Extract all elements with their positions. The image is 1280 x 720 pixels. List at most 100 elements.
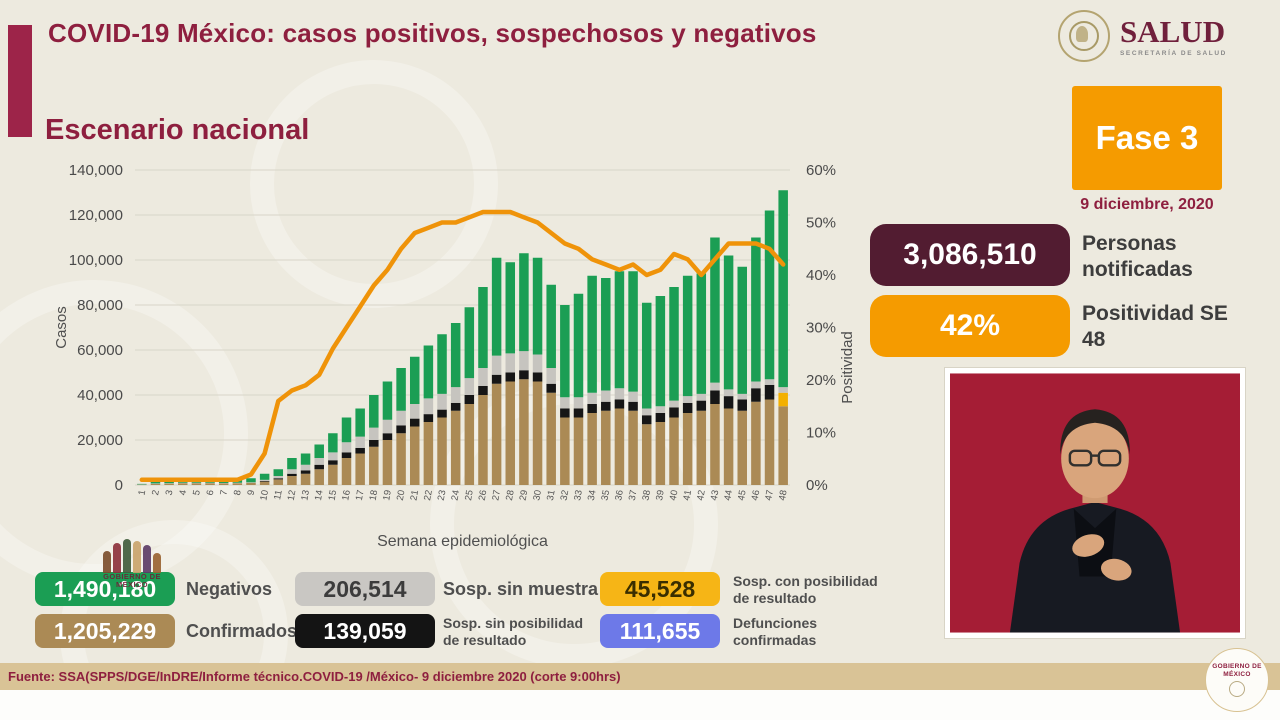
svg-text:0: 0 — [115, 477, 123, 494]
gobierno-seal-text: GOBIERNO DE MÉXICO — [1212, 663, 1262, 678]
svg-text:16: 16 — [340, 489, 353, 501]
svg-text:13: 13 — [299, 489, 312, 501]
svg-text:42: 42 — [695, 489, 708, 501]
svg-text:32: 32 — [559, 489, 572, 501]
svg-text:28: 28 — [504, 489, 517, 501]
bottom-strip — [0, 690, 1280, 720]
heroes-collage-icon — [88, 539, 176, 573]
svg-text:39: 39 — [654, 489, 667, 501]
svg-text:27: 27 — [490, 489, 503, 501]
svg-text:40,000: 40,000 — [77, 387, 123, 404]
svg-text:2: 2 — [150, 489, 162, 496]
legend-badge-sosp-con-posibilidad: 45,528 — [600, 572, 720, 606]
svg-text:37: 37 — [627, 489, 640, 501]
legend-label-confirmados: Confirmados — [186, 621, 298, 641]
section-title: Escenario nacional — [45, 114, 310, 146]
legend-badge-defunciones: 111,655 — [600, 614, 720, 648]
svg-text:35: 35 — [600, 489, 613, 501]
svg-text:21: 21 — [408, 489, 421, 501]
svg-text:31: 31 — [545, 489, 558, 501]
accent-bar — [8, 25, 32, 137]
svg-text:25: 25 — [463, 489, 476, 501]
svg-text:48: 48 — [777, 489, 790, 501]
legend-label-sosp-con-posibilidad: Sosp. con posibilidad de resultado — [733, 573, 878, 606]
legend-label-sosp-sin-posibilidad: Sosp. sin posibilidad de resultado — [443, 615, 584, 648]
salud-subtitle: SECRETARÍA DE SALUD — [1120, 49, 1227, 57]
svg-text:Positividad: Positividad — [839, 331, 856, 404]
legend-badge-sosp-sin-muestra: 206,514 — [295, 572, 435, 606]
svg-text:8: 8 — [232, 489, 244, 496]
svg-text:1: 1 — [137, 489, 149, 496]
svg-text:36: 36 — [613, 489, 626, 501]
svg-text:60,000: 60,000 — [77, 342, 123, 359]
svg-text:22: 22 — [422, 489, 435, 501]
stacked-bar-chart: 0 20,000 40,000 60,000 80,000 100,000 120,000 1… — [53, 162, 856, 550]
national-chart: 0 20,000 40,000 60,000 80,000 100,000 120,000 1… — [40, 148, 870, 558]
svg-text:6: 6 — [205, 489, 217, 496]
sign-language-interpreter-video — [945, 368, 1245, 638]
gobierno-watermark-text: GOBIERNO DE MÉXICO — [103, 572, 161, 590]
svg-text:44: 44 — [722, 489, 735, 501]
svg-text:19: 19 — [381, 489, 394, 501]
svg-text:30: 30 — [531, 489, 544, 501]
svg-text:7: 7 — [218, 489, 230, 496]
svg-text:11: 11 — [272, 489, 285, 501]
legend-label-negativos: Negativos — [186, 579, 273, 599]
svg-text:3: 3 — [164, 489, 176, 496]
svg-text:80,000: 80,000 — [77, 297, 123, 314]
svg-text:Casos: Casos — [53, 306, 70, 349]
legend-label-sosp-sin-muestra: Sosp. sin muestra — [443, 579, 599, 599]
svg-text:15: 15 — [327, 489, 340, 501]
svg-text:38: 38 — [640, 489, 653, 501]
interpreter-figure — [950, 373, 1240, 633]
svg-text:33: 33 — [572, 489, 585, 501]
positivity-badge: 42% — [870, 295, 1070, 357]
positivity-label: Positividad SE 48 — [1082, 302, 1228, 351]
svg-text:34: 34 — [586, 489, 599, 501]
svg-text:20: 20 — [395, 489, 408, 501]
svg-text:10%: 10% — [806, 425, 836, 442]
notified-count-badge: 3,086,510 — [870, 224, 1070, 286]
svg-text:17: 17 — [354, 489, 367, 501]
svg-text:4: 4 — [177, 489, 189, 496]
notified-label: Personas notificadas — [1082, 232, 1193, 281]
legend-badge-negativos: 1,490,180 — [35, 572, 175, 606]
gobierno-seal: GOBIERNO DE MÉXICO — [1205, 648, 1269, 712]
footer-bar: Fuente: SSA(SPPS/DGE/InDRE/Informe técni… — [0, 663, 1280, 690]
phase-badge: Fase 3 — [1072, 86, 1222, 190]
eagle-seal-icon — [1058, 10, 1110, 62]
svg-text:100,000: 100,000 — [69, 252, 123, 269]
gobierno-seal-icon — [1229, 680, 1245, 697]
svg-text:0%: 0% — [806, 477, 828, 494]
salud-wordmark: SALUD — [1120, 13, 1226, 49]
svg-text:18: 18 — [368, 489, 381, 501]
source-text: Fuente: SSA(SPPS/DGE/InDRE/Informe técni… — [8, 669, 621, 684]
svg-text:60%: 60% — [806, 162, 836, 179]
svg-text:26: 26 — [477, 489, 490, 501]
svg-text:12: 12 — [286, 489, 299, 501]
svg-text:41: 41 — [681, 489, 694, 501]
svg-text:43: 43 — [709, 489, 722, 501]
svg-text:46: 46 — [750, 489, 763, 501]
legend-label-defunciones: Defunciones confirmadas — [733, 615, 818, 648]
svg-text:140,000: 140,000 — [69, 162, 123, 179]
svg-text:50%: 50% — [806, 215, 836, 232]
svg-text:47: 47 — [763, 489, 776, 501]
svg-text:9: 9 — [246, 489, 258, 496]
svg-text:5: 5 — [191, 489, 203, 496]
legend-badge-confirmados: 1,205,229 — [35, 614, 175, 648]
svg-text:40: 40 — [668, 489, 681, 501]
page-title: COVID-19 México: casos positivos, sospec… — [48, 18, 817, 48]
svg-text:Semana epidemiológica: Semana epidemiológica — [377, 533, 548, 550]
svg-text:20%: 20% — [806, 372, 836, 389]
svg-text:20,000: 20,000 — [77, 432, 123, 449]
phase-date: 9 diciembre, 2020 — [1080, 196, 1214, 213]
legend-badge-sosp-sin-posibilidad: 139,059 — [295, 614, 435, 648]
svg-text:29: 29 — [518, 489, 531, 501]
svg-text:24: 24 — [449, 489, 462, 501]
svg-text:120,000: 120,000 — [69, 207, 123, 224]
gobierno-watermark: GOBIERNO DE MÉXICO — [88, 539, 176, 605]
svg-text:10: 10 — [258, 489, 271, 501]
salud-logo: SALUD SECRETARÍA DE SALUD — [1058, 10, 1227, 62]
